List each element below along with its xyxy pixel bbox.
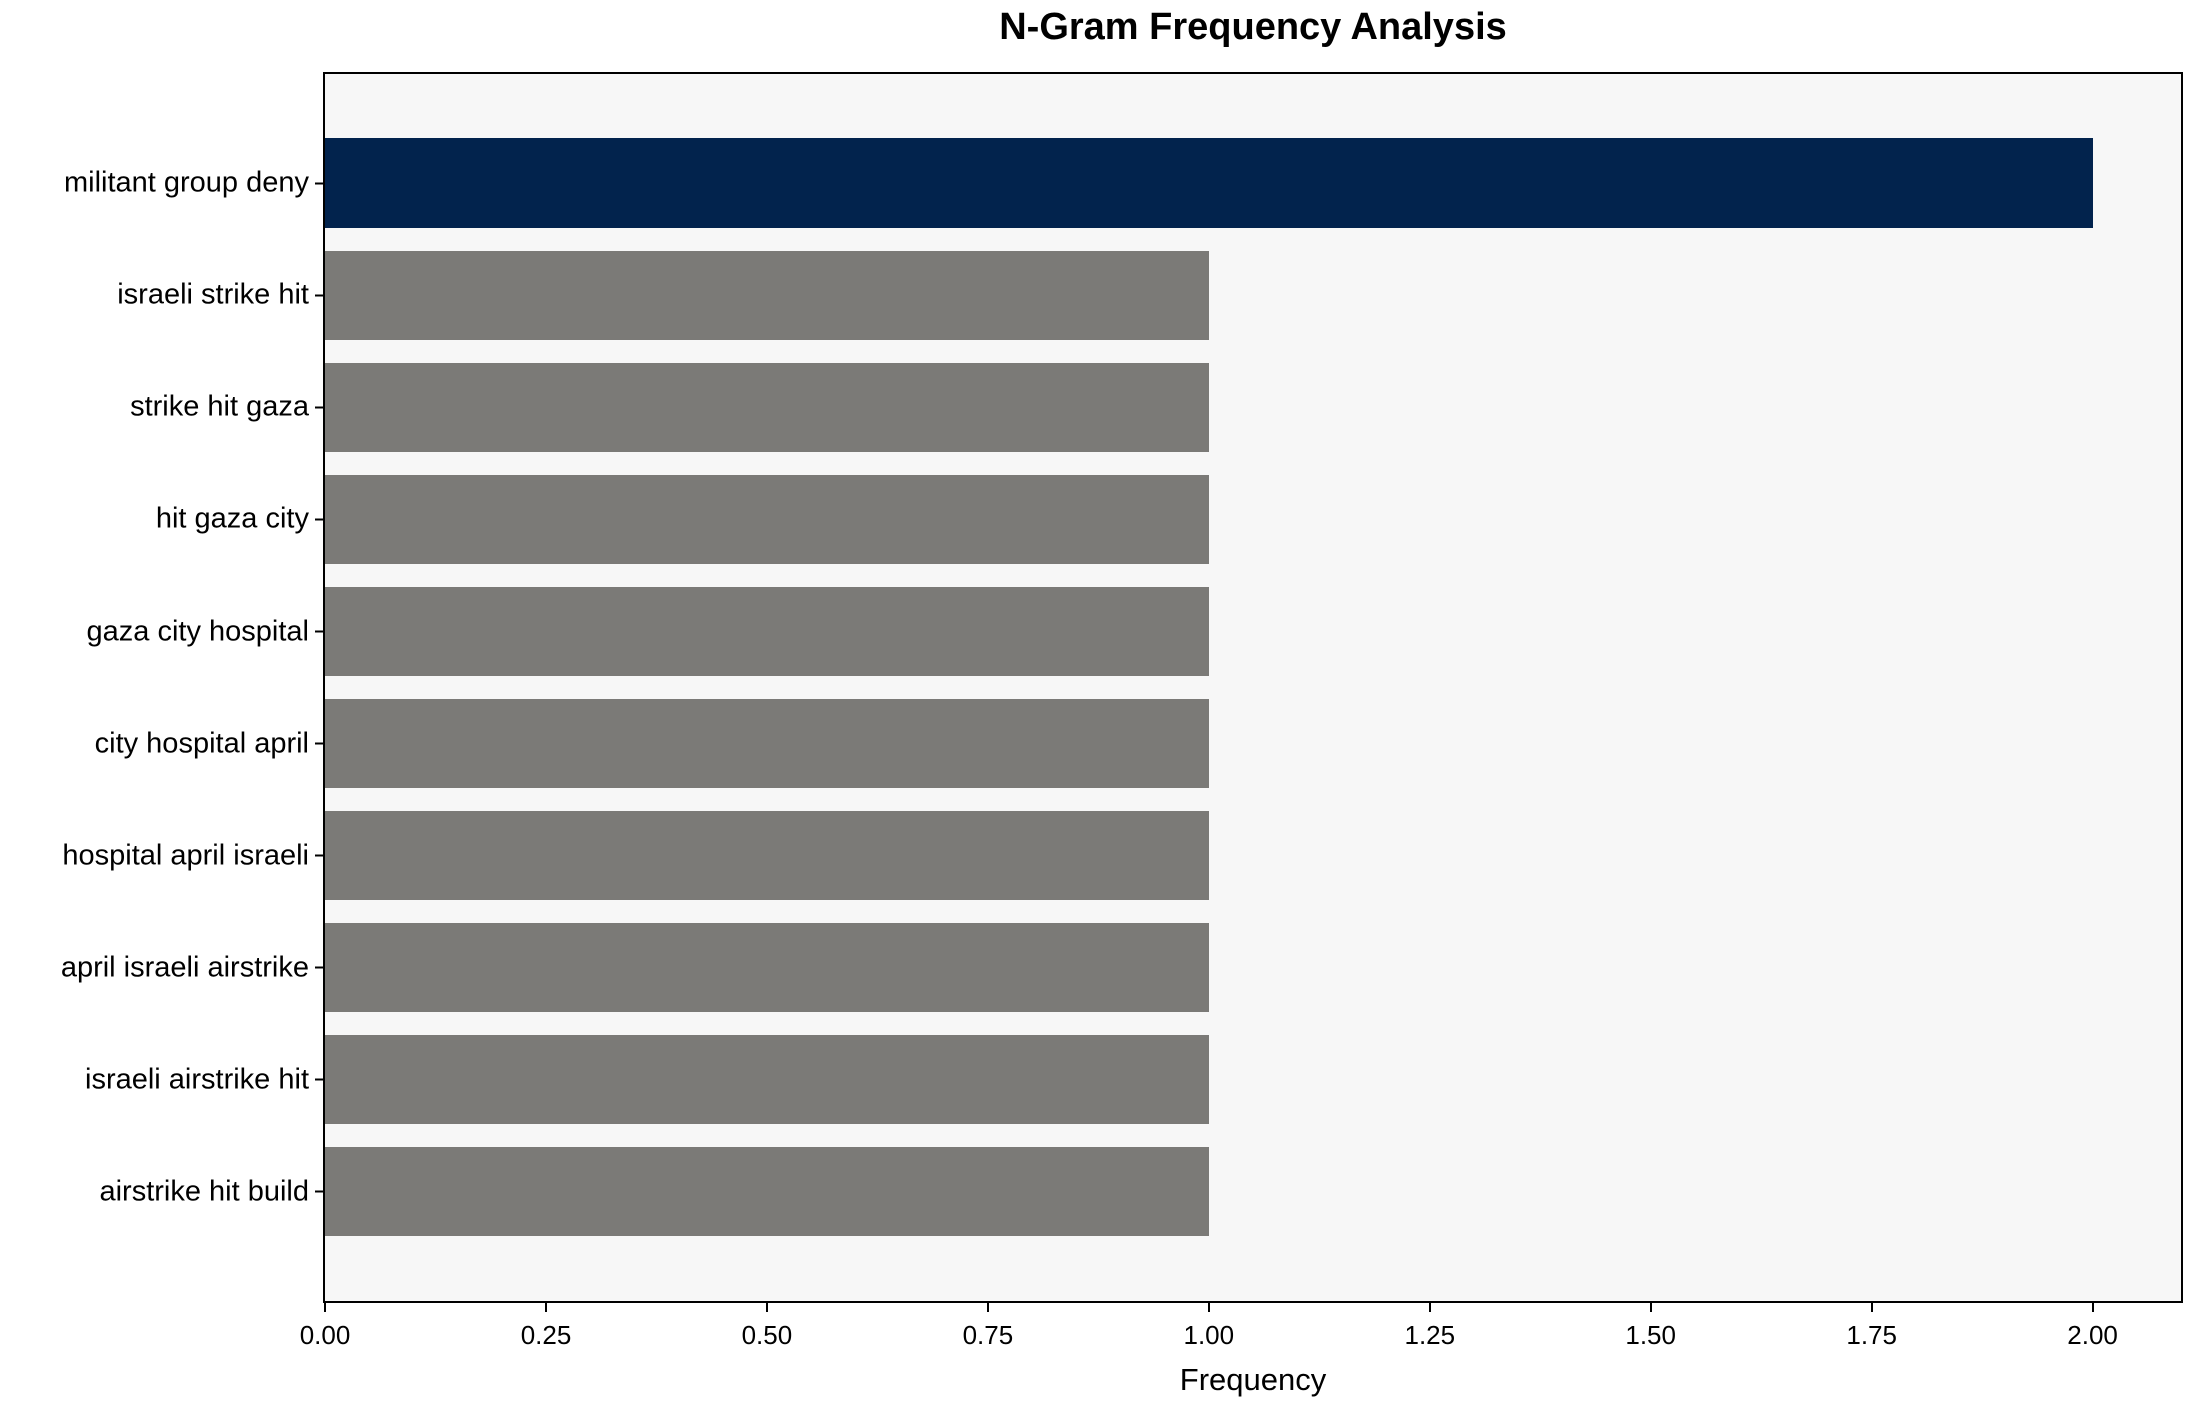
bar-strike-hit-gaza [325,362,1209,453]
x-tick-mark [324,1303,326,1312]
y-tick-row: april israeli airstrike [0,953,323,982]
x-tick-mark [1207,1303,1210,1312]
bar-militant-group-deny [325,138,2093,228]
x-tick-label: 1.00 [1183,1320,1235,1350]
y-tick-row: hospital april israeli [0,841,323,870]
y-tick-mark [315,1078,323,1081]
bar-gaza-city-hospital [325,586,1209,677]
bar-israeli-strike-hit [325,250,1209,341]
y-tick-label: israeli airstrike hit [85,1063,309,1096]
x-tick-mark [765,1303,768,1312]
y-tick-mark [315,406,323,409]
x-tick-mark [2091,1303,2094,1312]
y-tick-mark [315,1190,323,1193]
y-tick-row: strike hit gaza [0,390,323,423]
y-tick-label: israeli strike hit [117,278,309,311]
chart-title: N-Gram Frequency Analysis [999,6,1507,48]
y-tick-label: city hospital april [94,727,309,759]
x-axis-label: Frequency [1179,1362,1327,1397]
bar-april-israeli-airstrike [325,922,1209,1013]
y-tick-row: airstrike hit build [0,1177,323,1206]
x-tick-label: 0.75 [962,1320,1014,1350]
x-tick-mark [1428,1303,1431,1312]
x-tick-label: 2.00 [2067,1320,2118,1350]
bar-airstrike-hit-build [325,1146,1209,1237]
y-tick-label: april israeli airstrike [60,951,309,984]
y-tick-label: militant group deny [63,166,309,199]
plot-area [323,72,2183,1303]
y-tick-label: airstrike hit build [99,1175,309,1208]
bar-hit-gaza-city [325,474,1209,565]
y-tick-row: militant group deny [0,166,323,199]
x-tick-label: 0.25 [520,1320,572,1350]
x-tick-label: 0.00 [299,1320,351,1350]
y-tick-mark [315,854,323,857]
y-tick-mark [315,742,323,745]
y-tick-label: hit gaza city [155,502,309,535]
x-tick-mark [986,1303,989,1312]
x-tick-label: 0.50 [741,1320,793,1350]
x-tick-label: 1.25 [1404,1320,1456,1350]
x-tick-mark [545,1303,547,1312]
y-tick-row: city hospital april [0,729,323,758]
bar-hospital-april-israeli [325,810,1209,901]
y-tick-label: hospital april israeli [62,839,309,872]
y-tick-mark [315,518,323,521]
y-tick-row: israeli airstrike hit [0,1065,323,1094]
y-tick-row: israeli strike hit [0,278,323,311]
y-tick-mark [315,294,323,297]
y-tick-mark [315,182,323,185]
y-tick-label: strike hit gaza [130,390,309,423]
y-tick-mark [315,966,323,969]
y-tick-row: gaza city hospital [0,617,323,646]
bar-city-hospital-april [325,698,1209,789]
x-tick-label: 1.50 [1625,1320,1676,1350]
y-tick-label: gaza city hospital [86,615,309,647]
x-tick-label: 1.75 [1846,1320,1897,1350]
y-tick-mark [315,630,323,633]
x-tick-mark [1649,1303,1652,1312]
x-tick-mark [1870,1303,1873,1312]
bar-israeli-airstrike-hit [325,1034,1209,1125]
y-tick-row: hit gaza city [0,502,323,535]
